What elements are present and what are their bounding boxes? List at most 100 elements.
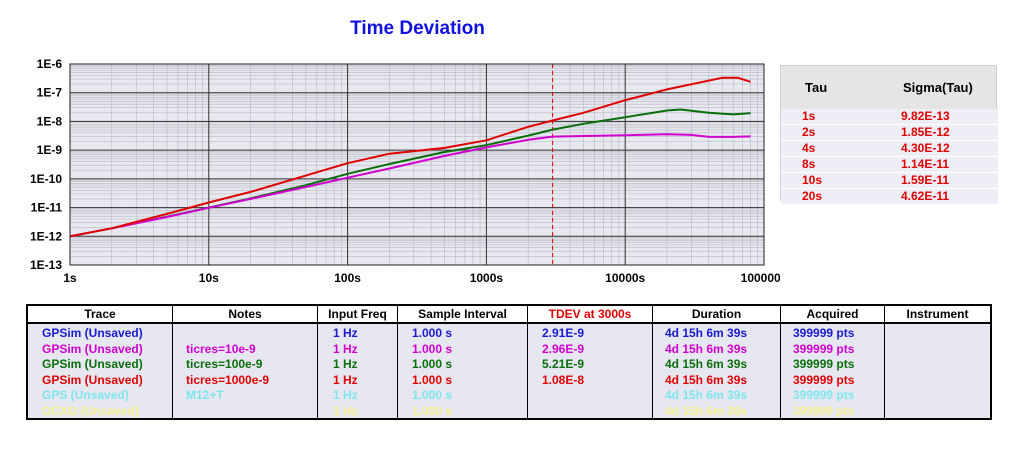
- sigma-tau-panel: Tau Sigma(Tau) 1s 9.82E-13 2s 1.85E-12 4s 4.3…: [780, 65, 998, 205]
- series-line-1: [69, 133, 751, 238]
- y-tick-label: 1E-6: [37, 57, 63, 71]
- y-tick-label: 1E-12: [30, 229, 62, 243]
- table-cell: 399999 pts: [793, 326, 855, 340]
- table-cell: 4d 15h 6m 39s: [665, 326, 748, 340]
- sigma-row-value: 1.59E-11: [901, 173, 950, 187]
- table-cell: 2.96E-9: [542, 341, 585, 356]
- table-cell: 5.21E-9: [542, 357, 585, 371]
- column-header[interactable]: Trace: [28, 306, 173, 322]
- column-divider: [780, 324, 781, 418]
- sigma-row: 10s 1.59E-11: [781, 173, 998, 189]
- x-tick-label: 1s: [63, 271, 77, 285]
- column-divider: [527, 324, 528, 418]
- table-row[interactable]: OCXO (Unsaved) 1 Hz 1.000 s 4d 15h 6m 39s 39…: [28, 403, 990, 419]
- table-cell: GPSim (Unsaved): [42, 341, 143, 356]
- plot-area: [70, 64, 764, 265]
- y-tick-label: 1E-13: [30, 258, 62, 272]
- table-cell: 399999 pts: [793, 388, 855, 402]
- trace-table-header: Trace Notes Input Freq Sample Interval TDEV …: [28, 306, 990, 324]
- column-divider: [172, 324, 173, 418]
- table-cell: 1 Hz: [333, 357, 358, 371]
- table-cell: GPSim (Unsaved): [42, 326, 143, 340]
- sigma-row-value: 4.30E-12: [901, 141, 950, 155]
- table-row[interactable]: GPSim (Unsaved) ticres=100e-9 1 Hz 1.000 s 5…: [28, 356, 990, 372]
- table-cell: 1.000 s: [412, 388, 453, 402]
- table-row[interactable]: GPSim (Unsaved) ticres=10e-9 1 Hz 1.000 s 2.…: [28, 341, 990, 357]
- table-cell: 1.000 s: [412, 403, 453, 418]
- x-tick-label: 100s: [334, 271, 361, 285]
- table-cell: GPS (Unsaved): [42, 388, 129, 402]
- table-cell: M12+T: [186, 388, 224, 402]
- table-cell: 4d 15h 6m 39s: [665, 341, 748, 356]
- sigma-rows: 1s 9.82E-13 2s 1.85E-12 4s 4.30E-12 8s 1.14E-11…: [781, 109, 998, 205]
- tdev-plot: 1s 10s 100s 1000s 10000s 100000s 1E-6 1E-7 1E-8 1…: [30, 57, 780, 285]
- column-header[interactable]: Instrument: [906, 307, 969, 321]
- x-tick-label: 1000s: [470, 271, 504, 285]
- sigma-row: 1s 9.82E-13: [781, 109, 998, 125]
- table-cell: 2.91E-9: [542, 326, 585, 340]
- table-cell: 1 Hz: [333, 372, 358, 387]
- sigma-row: 2s 1.85E-12: [781, 125, 998, 141]
- table-cell: ticres=10e-9: [186, 341, 256, 356]
- table-cell: 1.000 s: [412, 341, 453, 356]
- sigma-row-tau: 8s: [802, 157, 816, 171]
- table-cell: 399999 pts: [793, 372, 855, 387]
- table-cell: 4d 15h 6m 39s: [665, 403, 748, 418]
- table-cell: 1 Hz: [333, 403, 358, 418]
- sigma-row-value: 9.82E-13: [901, 109, 950, 123]
- sigma-row-tau: 10s: [802, 173, 823, 187]
- sigma-row: 20s 4.62E-11: [781, 189, 998, 205]
- table-cell: 1.000 s: [412, 372, 453, 387]
- column-divider: [397, 324, 398, 418]
- x-tick-label: 10000s: [605, 271, 645, 285]
- x-tick-label: 10s: [199, 271, 219, 285]
- table-cell: OCXO (Unsaved): [42, 403, 139, 418]
- chart-title: Time Deviation: [350, 18, 485, 39]
- table-cell: 1 Hz: [333, 388, 358, 402]
- column-header[interactable]: Duration: [653, 306, 781, 322]
- column-header[interactable]: Notes: [173, 306, 318, 322]
- table-cell: 4d 15h 6m 39s: [665, 357, 748, 371]
- column-divider: [317, 324, 318, 418]
- column-divider: [652, 324, 653, 418]
- sigma-row: 8s 1.14E-11: [781, 157, 998, 173]
- sigma-row-tau: 4s: [802, 141, 816, 155]
- table-row[interactable]: GPSim (Unsaved) 1 Hz 1.000 s 2.91E-9 4d 15h …: [28, 325, 990, 341]
- table-cell: GPSim (Unsaved): [42, 372, 143, 387]
- table-cell: 1.000 s: [412, 326, 453, 340]
- column-header[interactable]: Acquired: [781, 306, 885, 322]
- table-row[interactable]: GPS (Unsaved) M12+T 1 Hz 1.000 s 4d 15h 6m 3…: [28, 387, 990, 403]
- sigma-row-tau: 2s: [802, 125, 816, 139]
- table-cell: 4d 15h 6m 39s: [665, 388, 748, 402]
- table-cell: 399999 pts: [793, 341, 855, 356]
- y-tick-label: 1E-9: [37, 143, 63, 157]
- sigma-row: 4s 4.30E-12: [781, 141, 998, 157]
- sigma-row-tau: 1s: [802, 109, 816, 123]
- trace-table: Trace Notes Input Freq Sample Interval TDEV …: [26, 304, 992, 420]
- x-tick-label: 100000s: [741, 271, 780, 285]
- y-tick-label: 1E-11: [31, 201, 63, 215]
- table-row[interactable]: GPSim (Unsaved) ticres=1000e-9 1 Hz 1.000 s…: [28, 372, 990, 388]
- y-tick-label: 1E-7: [37, 86, 63, 100]
- sigma-row-value: 1.14E-11: [901, 157, 950, 171]
- table-cell: ticres=100e-9: [186, 357, 263, 371]
- table-cell: 4d 15h 6m 39s: [665, 372, 748, 387]
- table-cell: 399999 pts: [793, 357, 855, 371]
- sigma-row-value: 4.62E-11: [901, 189, 950, 203]
- plot-border: [69, 63, 765, 266]
- sigma-header: Sigma(Tau): [903, 80, 973, 95]
- table-cell: 1.000 s: [412, 357, 453, 371]
- column-divider: [884, 324, 885, 418]
- column-header[interactable]: Sample Interval: [398, 306, 528, 322]
- table-cell: 399999 pts: [793, 403, 855, 418]
- sigma-row-value: 1.85E-12: [901, 125, 950, 139]
- sigma-row-tau: 20s: [802, 189, 823, 203]
- table-cell: GPSim (Unsaved): [42, 357, 143, 371]
- y-tick-label: 1E-8: [37, 114, 63, 128]
- tau-header: Tau: [805, 80, 828, 95]
- table-cell: 1 Hz: [333, 326, 358, 340]
- table-cell: 1.08E-8: [542, 372, 585, 387]
- column-header[interactable]: TDEV at 3000s: [528, 306, 653, 322]
- column-header[interactable]: Input Freq: [318, 306, 398, 322]
- table-cell: ticres=1000e-9: [186, 372, 270, 387]
